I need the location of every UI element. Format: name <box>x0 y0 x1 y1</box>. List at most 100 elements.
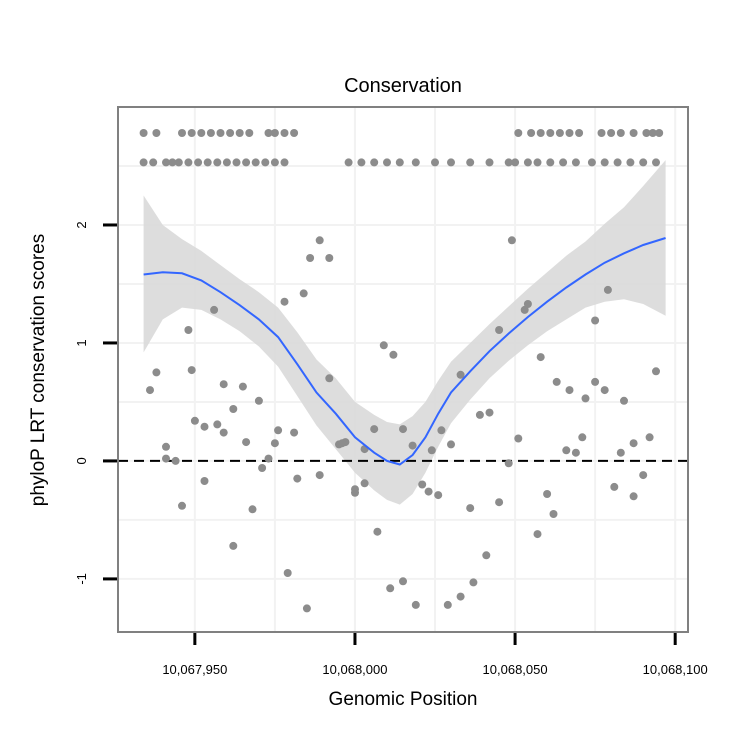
y-tick-label: -1 <box>74 573 89 585</box>
data-point <box>424 487 433 496</box>
data-point <box>203 158 212 167</box>
data-point <box>616 129 625 137</box>
x-tick-label: 10,068,000 <box>322 662 387 677</box>
data-point <box>504 459 513 468</box>
data-point <box>511 158 520 167</box>
data-point <box>222 158 231 167</box>
data-point <box>652 367 660 376</box>
data-point <box>379 341 388 350</box>
data-point <box>290 428 299 437</box>
data-point <box>149 158 158 167</box>
data-point <box>466 504 475 513</box>
data-point <box>200 477 209 485</box>
data-point <box>520 305 529 314</box>
data-point <box>607 129 616 137</box>
data-point <box>219 380 228 389</box>
data-point <box>485 158 494 167</box>
data-point <box>162 454 170 463</box>
data-point <box>571 158 580 167</box>
data-point <box>639 471 648 480</box>
data-point <box>258 464 267 472</box>
data-point <box>642 129 651 137</box>
data-point <box>238 382 247 391</box>
data-point <box>219 428 228 437</box>
data-point <box>469 578 478 587</box>
panel-border <box>117 106 689 633</box>
data-point <box>495 326 504 334</box>
data-point <box>626 158 635 167</box>
data-point <box>578 433 587 442</box>
data-point <box>456 370 465 379</box>
data-point <box>411 158 420 167</box>
data-point <box>226 129 235 137</box>
data-point <box>431 158 439 167</box>
data-point <box>299 289 308 298</box>
data-points <box>139 129 664 613</box>
data-point <box>206 129 215 137</box>
data-point <box>437 426 446 435</box>
data-point <box>280 158 289 167</box>
data-point <box>184 326 193 334</box>
data-point <box>652 158 660 167</box>
data-point <box>523 300 532 308</box>
data-point <box>213 420 222 429</box>
data-point <box>235 129 244 137</box>
data-point <box>629 492 638 501</box>
data-point <box>280 129 289 137</box>
data-point <box>194 158 203 167</box>
data-point <box>555 129 564 137</box>
data-point <box>200 422 209 431</box>
data-point <box>645 433 654 442</box>
data-point <box>434 491 443 500</box>
data-point <box>152 368 161 377</box>
data-point <box>629 129 638 137</box>
data-point <box>447 440 455 449</box>
data-point <box>229 405 238 413</box>
y-tick-label: 2 <box>74 221 89 228</box>
data-point <box>344 158 353 167</box>
data-point <box>210 305 219 314</box>
data-point <box>283 569 292 577</box>
data-point <box>600 158 609 167</box>
data-point <box>523 158 532 167</box>
data-point <box>178 129 186 137</box>
data-point <box>139 129 148 137</box>
data-point <box>581 394 590 403</box>
data-point <box>373 527 382 536</box>
data-point <box>597 129 606 137</box>
data-point <box>389 350 398 359</box>
data-point <box>242 438 251 447</box>
data-point <box>325 374 334 383</box>
data-point <box>325 254 334 262</box>
data-point <box>565 386 574 395</box>
data-point <box>418 480 427 489</box>
data-point <box>620 396 628 405</box>
data-point <box>187 366 196 375</box>
x-tick-label: 10,068,100 <box>643 662 708 677</box>
data-point <box>447 158 455 167</box>
data-point <box>399 425 407 434</box>
data-point <box>261 158 270 167</box>
data-point <box>411 600 420 609</box>
data-point <box>178 501 186 510</box>
y-tick-label: 0 <box>74 457 89 464</box>
data-point <box>306 254 315 262</box>
data-point <box>408 441 417 450</box>
data-point <box>543 490 552 498</box>
data-point <box>264 454 273 463</box>
data-point <box>229 541 238 550</box>
data-point <box>443 600 452 609</box>
data-point <box>485 408 494 417</box>
data-point <box>213 158 222 167</box>
data-point <box>280 297 289 306</box>
x-axis-label: Genomic Position <box>329 689 478 710</box>
data-point <box>383 158 391 167</box>
chart-title: Conservation <box>344 75 462 97</box>
data-point <box>302 604 311 613</box>
data-point <box>613 158 622 167</box>
data-point <box>507 236 516 245</box>
data-point <box>600 386 609 395</box>
data-point <box>270 129 279 137</box>
data-point <box>546 158 555 167</box>
